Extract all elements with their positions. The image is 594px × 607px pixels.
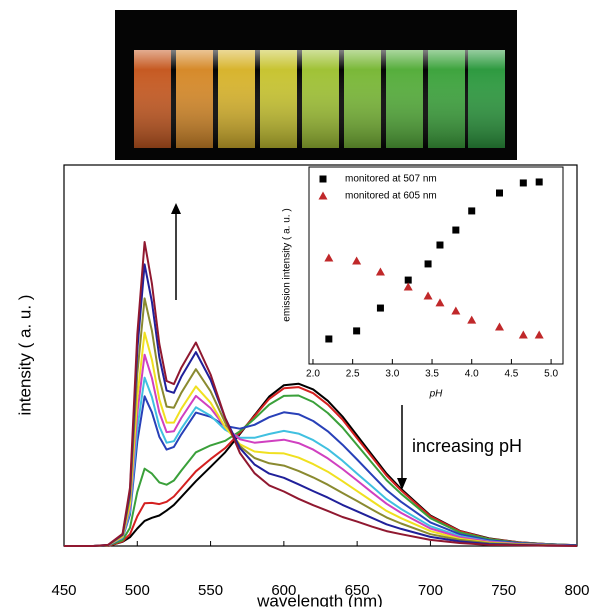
scatter-point: [353, 327, 361, 335]
arrow-up-head: [171, 203, 181, 214]
x-tick-label: 2.5: [346, 369, 360, 380]
scatter-point: [435, 298, 445, 307]
spectrum-line: [64, 297, 578, 547]
spectrum-line: [64, 353, 578, 547]
inset-y-axis-label: emission intensity ( a. u. ): [282, 208, 293, 321]
inset-frame: [308, 166, 564, 365]
scatter-point: [423, 291, 433, 300]
x-tick-label: 2.0: [306, 369, 320, 380]
scatter-point: [452, 226, 460, 234]
scatter-point: [324, 253, 334, 262]
scatter-point: [495, 322, 504, 331]
cuvette-photo: [115, 10, 517, 160]
x-tick-label: 3.0: [385, 369, 399, 380]
scatter-point: [519, 179, 527, 187]
scatter-point: [451, 306, 461, 315]
scatter-point: [467, 315, 477, 324]
x-tick-label: 650: [345, 582, 370, 599]
scatter-point: [424, 260, 432, 268]
scatter-point: [403, 282, 413, 291]
scatter-point: [496, 189, 503, 197]
x-tick-label: 4.0: [465, 369, 479, 380]
x-tick-label: 600: [271, 582, 296, 599]
legend-marker: [318, 191, 328, 200]
x-tick-label: 500: [125, 582, 150, 599]
annotation: increasing pH: [412, 436, 522, 456]
scatter-point: [518, 330, 528, 339]
scatter-point: [404, 276, 412, 284]
x-tick-label: 4.5: [504, 369, 518, 380]
x-tick-label: 450: [51, 582, 76, 599]
scatter-point: [535, 178, 543, 186]
x-axis-label: wavelength (nm): [256, 591, 383, 607]
spectrum-line: [64, 376, 578, 547]
x-tick-label: 800: [564, 582, 589, 599]
spectrum-line: [64, 395, 578, 547]
x-tick-label: 5.0: [544, 369, 558, 380]
legend-label: monitored at 507 nm: [345, 174, 437, 185]
spectrum-line: [64, 331, 578, 547]
spectrum-line: [64, 241, 578, 547]
y-axis-label: intensity ( a. u. ): [15, 295, 34, 416]
spectrum-line: [64, 263, 577, 547]
spectrum-line: [64, 394, 578, 547]
x-tick-label: 750: [491, 582, 516, 599]
scatter-point: [436, 241, 444, 249]
legend-marker: [319, 175, 327, 183]
x-tick-label: 550: [198, 582, 223, 599]
arrow-down-head: [397, 478, 407, 490]
scatter-point: [352, 256, 362, 265]
x-tick-label: 3.5: [425, 369, 439, 380]
spectrum-line: [64, 386, 578, 547]
main-frame: [63, 164, 578, 547]
scatter-point: [534, 330, 544, 339]
scatter-point: [375, 267, 385, 276]
scatter-point: [325, 335, 333, 343]
x-tick-label: 700: [418, 582, 443, 599]
scatter-point: [376, 304, 384, 312]
inset-x-axis-label: pH: [429, 389, 444, 400]
legend-label: monitored at 605 nm: [345, 191, 437, 202]
scatter-point: [468, 207, 476, 215]
